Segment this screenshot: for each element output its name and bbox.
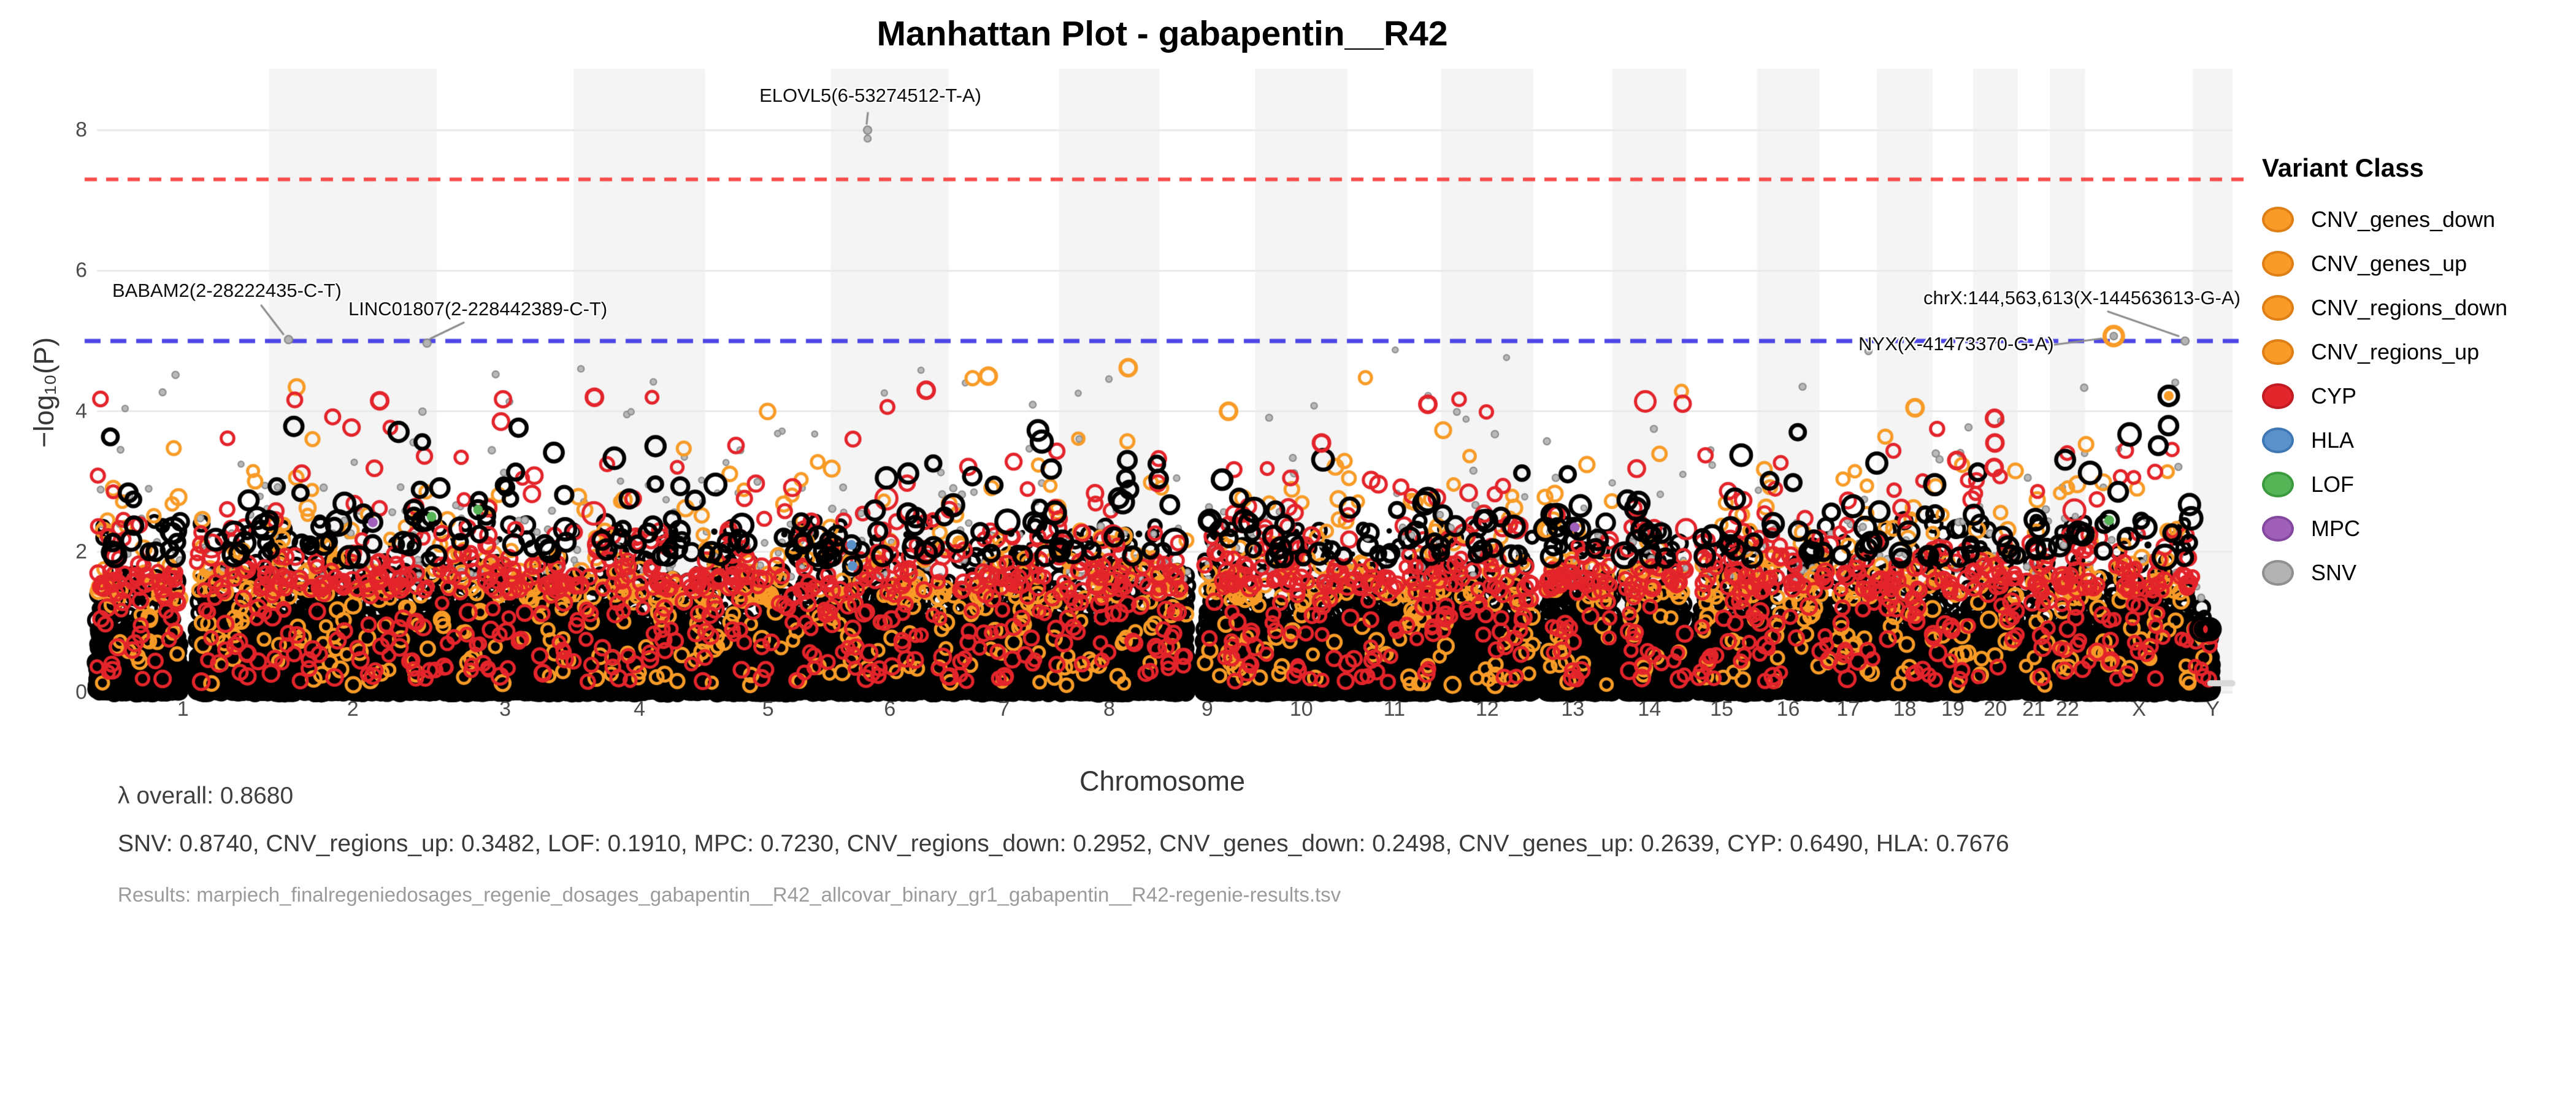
x-tick-label-17: 17 <box>1836 697 1860 721</box>
legend-item-cnv-regions-down: CNV_regions_down <box>2262 286 2569 330</box>
cyp-swatch-icon <box>2262 383 2294 409</box>
legend: Variant Class CNV_genes_down CNV_genes_u… <box>2262 153 2569 595</box>
x-tick-label-1: 1 <box>177 697 189 721</box>
cnv-regions-down-swatch-icon <box>2262 295 2294 321</box>
legend-item-label: LOF <box>2311 472 2355 497</box>
x-tick-label-7: 7 <box>998 697 1010 721</box>
x-tick-label-11: 11 <box>1383 697 1406 721</box>
legend-item-mpc: MPC <box>2262 507 2569 551</box>
x-tick-label-5: 5 <box>762 697 774 721</box>
y-tick-label-4: 4 <box>75 399 87 423</box>
legend-item-cnv-regions-up: CNV_regions_up <box>2262 330 2569 374</box>
cnv-genes-up-swatch-icon <box>2262 251 2294 277</box>
x-axis-label: Chromosome <box>1079 765 1246 797</box>
y-axis-label: −log₁₀(P) <box>28 337 59 448</box>
y-tick-label-8: 8 <box>75 118 87 142</box>
legend-item-label: CYP <box>2311 383 2357 408</box>
x-tick-label-13: 13 <box>1561 697 1585 721</box>
legend-item-cnv-genes-down: CNV_genes_down <box>2262 197 2569 242</box>
legend-item-snv: SNV <box>2262 551 2569 595</box>
legend-item-label: HLA <box>2311 427 2355 453</box>
x-tick-label-X: X <box>2132 697 2146 721</box>
x-tick-label-19: 19 <box>1941 697 1965 721</box>
legend-title: Variant Class <box>2262 153 2424 182</box>
x-tick-label-8: 8 <box>1103 697 1115 721</box>
page-title: Manhattan Plot - gabapentin__R42 <box>876 14 1448 53</box>
results-file-text: Results: marpiech_finalregeniedosages_re… <box>118 883 1341 906</box>
x-tick-label-20: 20 <box>1984 697 2007 721</box>
legend-item-hla: HLA <box>2262 418 2569 462</box>
x-tick-label-18: 18 <box>1893 697 1917 721</box>
x-tick-label-2: 2 <box>347 697 359 721</box>
lof-swatch-icon <box>2262 472 2294 497</box>
x-tick-label-4: 4 <box>634 697 646 721</box>
x-tick-label-10: 10 <box>1289 697 1313 721</box>
x-tick-label-9: 9 <box>1201 697 1213 721</box>
x-tick-label-12: 12 <box>1475 697 1499 721</box>
legend-item-label: MPC <box>2311 516 2360 541</box>
snv-swatch-icon <box>2262 560 2294 586</box>
hla-swatch-icon <box>2262 427 2294 453</box>
x-tick-label-16: 16 <box>1776 697 1800 721</box>
legend-item-lof: LOF <box>2262 462 2569 507</box>
x-tick-label-14: 14 <box>1638 697 1662 721</box>
mpc-swatch-icon <box>2262 516 2294 542</box>
x-tick-label-15: 15 <box>1710 697 1733 721</box>
legend-item-label: CNV_regions_down <box>2311 295 2508 320</box>
annotation-label: ELOVL5(6-53274512-T-A) <box>759 85 981 106</box>
x-tick-label-22: 22 <box>2056 697 2079 721</box>
y-tick-label-0: 0 <box>75 680 87 704</box>
legend-item-label: CNV_regions_up <box>2311 339 2480 364</box>
x-tick-label-Y: Y <box>2206 697 2220 721</box>
legend-item-cnv-genes-up: CNV_genes_up <box>2262 242 2569 286</box>
lambda-overall-text: λ overall: 0.8680 <box>118 783 294 809</box>
legend-item-label: SNV <box>2311 560 2357 585</box>
x-tick-label-21: 21 <box>2022 697 2045 721</box>
cnv-regions-up-swatch-icon <box>2262 339 2294 365</box>
cnv-genes-down-swatch-icon <box>2262 207 2294 232</box>
annotation-label: NYX(X-41473370-G-A) <box>1858 333 2054 355</box>
y-tick-label-6: 6 <box>75 258 87 282</box>
x-tick-label-6: 6 <box>884 697 896 721</box>
x-tick-label-3: 3 <box>499 697 512 721</box>
legend-item-label: CNV_genes_down <box>2311 207 2496 232</box>
lambda-by-class-text: SNV: 0.8740, CNV_regions_up: 0.3482, LOF… <box>118 830 2009 857</box>
legend-item-cyp: CYP <box>2262 374 2569 418</box>
annotation-label: chrX:144,563,613(X-144563613-G-A) <box>1923 287 2241 309</box>
y-tick-label-2: 2 <box>75 540 87 564</box>
annotation-label: BABAM2(2-28222435-C-T) <box>112 280 342 301</box>
annotation-label: LINC01807(2-228442389-C-T) <box>348 298 608 320</box>
legend-item-label: CNV_genes_up <box>2311 251 2467 276</box>
